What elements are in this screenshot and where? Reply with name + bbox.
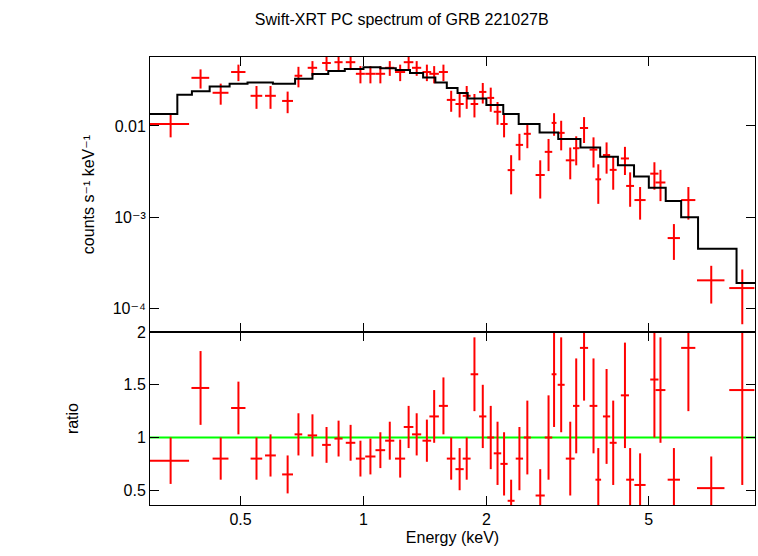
svg-text:5: 5 [644,511,653,528]
svg-text:counts s⁻¹ keV⁻¹: counts s⁻¹ keV⁻¹ [80,135,97,254]
svg-text:ratio: ratio [64,403,81,434]
svg-text:0.5: 0.5 [124,482,146,499]
svg-text:1: 1 [359,511,368,528]
svg-text:10⁻³: 10⁻³ [114,209,146,226]
svg-text:10⁻⁴: 10⁻⁴ [113,300,146,317]
svg-text:2: 2 [137,324,146,341]
svg-text:Swift-XRT PC spectrum of GRB 2: Swift-XRT PC spectrum of GRB 221027B [255,11,549,28]
svg-text:Energy (keV): Energy (keV) [406,529,499,546]
svg-text:1: 1 [137,429,146,446]
svg-text:0.5: 0.5 [229,511,251,528]
svg-text:2: 2 [482,511,491,528]
svg-text:1.5: 1.5 [124,376,146,393]
svg-text:0.01: 0.01 [115,118,146,135]
